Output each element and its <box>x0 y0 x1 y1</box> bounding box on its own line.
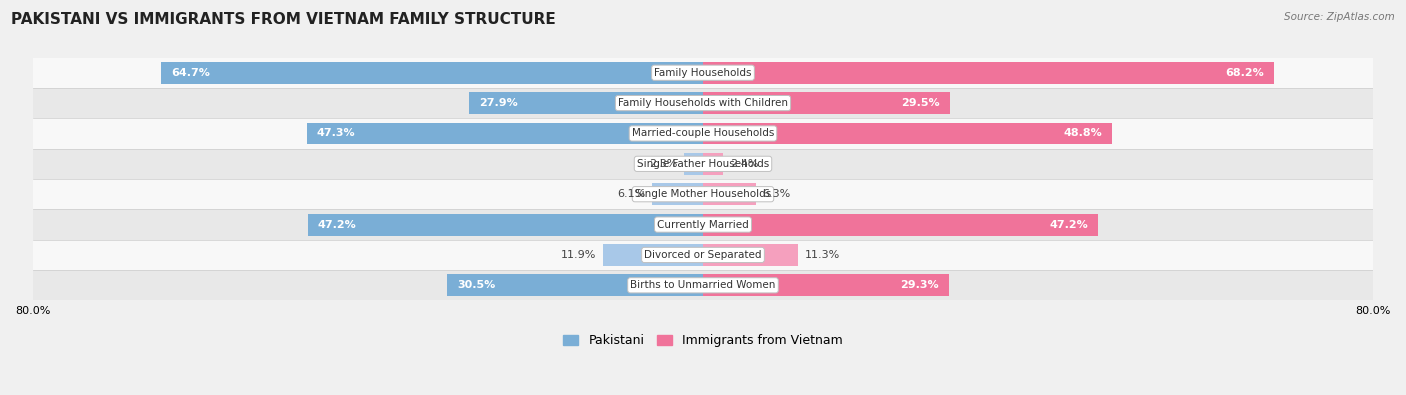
Text: PAKISTANI VS IMMIGRANTS FROM VIETNAM FAMILY STRUCTURE: PAKISTANI VS IMMIGRANTS FROM VIETNAM FAM… <box>11 12 555 27</box>
Text: 11.9%: 11.9% <box>561 250 596 260</box>
Text: 2.4%: 2.4% <box>730 159 758 169</box>
Bar <box>683 153 703 175</box>
Bar <box>32 270 1374 301</box>
Bar <box>32 209 1374 240</box>
Text: Family Households with Children: Family Households with Children <box>619 98 787 108</box>
Bar <box>703 214 1098 235</box>
Bar <box>308 214 703 235</box>
Text: Births to Unmarried Women: Births to Unmarried Women <box>630 280 776 290</box>
Bar <box>703 153 723 175</box>
Bar <box>32 149 1374 179</box>
Bar <box>603 244 703 266</box>
Text: Married-couple Households: Married-couple Households <box>631 128 775 139</box>
Bar <box>32 58 1374 88</box>
Text: 47.2%: 47.2% <box>1050 220 1088 229</box>
Bar <box>32 240 1374 270</box>
Bar <box>703 244 797 266</box>
Text: 47.3%: 47.3% <box>316 128 356 139</box>
Bar <box>447 275 703 296</box>
Bar <box>703 122 1112 145</box>
Text: 2.3%: 2.3% <box>648 159 678 169</box>
Text: Divorced or Separated: Divorced or Separated <box>644 250 762 260</box>
Bar <box>652 183 703 205</box>
Legend: Pakistani, Immigrants from Vietnam: Pakistani, Immigrants from Vietnam <box>558 329 848 352</box>
Bar <box>703 275 949 296</box>
Text: 29.5%: 29.5% <box>901 98 941 108</box>
Bar <box>307 122 703 145</box>
Bar <box>32 88 1374 118</box>
Text: 30.5%: 30.5% <box>457 280 496 290</box>
Text: Single Father Households: Single Father Households <box>637 159 769 169</box>
Text: 47.2%: 47.2% <box>318 220 356 229</box>
Text: 68.2%: 68.2% <box>1226 68 1264 78</box>
Bar <box>160 62 703 84</box>
Text: 64.7%: 64.7% <box>172 68 209 78</box>
Text: Family Households: Family Households <box>654 68 752 78</box>
Text: 48.8%: 48.8% <box>1063 128 1102 139</box>
Text: 11.3%: 11.3% <box>804 250 839 260</box>
Bar <box>470 92 703 114</box>
Text: Single Mother Households: Single Mother Households <box>636 189 770 199</box>
Bar <box>703 183 756 205</box>
Bar <box>32 118 1374 149</box>
Bar <box>703 62 1274 84</box>
Text: 6.1%: 6.1% <box>617 189 645 199</box>
Text: 6.3%: 6.3% <box>762 189 790 199</box>
Bar <box>703 92 950 114</box>
Text: 29.3%: 29.3% <box>900 280 938 290</box>
Text: Source: ZipAtlas.com: Source: ZipAtlas.com <box>1284 12 1395 22</box>
Text: 27.9%: 27.9% <box>479 98 517 108</box>
Bar <box>32 179 1374 209</box>
Text: Currently Married: Currently Married <box>657 220 749 229</box>
